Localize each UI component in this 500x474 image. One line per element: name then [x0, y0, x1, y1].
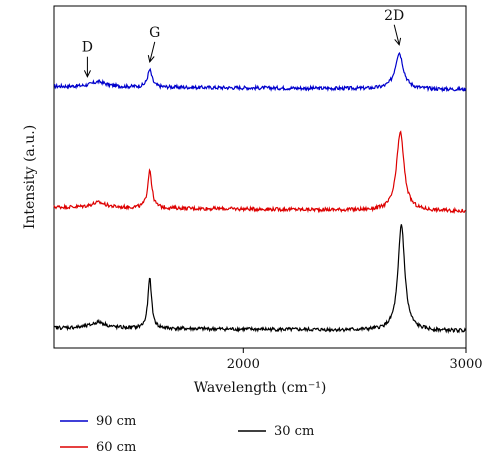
legend-label: 30 cm: [274, 424, 314, 439]
x-axis-ticks: 2000 3000: [227, 348, 483, 372]
legend-item: 60 cm: [60, 440, 136, 455]
annotation-arrow-shaft: [393, 24, 400, 45]
annotation-arrow-head: [394, 37, 402, 46]
x-axis-title: Wavelength (cm⁻¹): [194, 380, 327, 396]
x-tick-label: 3000: [449, 357, 482, 372]
plot-frame: [53, 5, 467, 349]
legend: 90 cm 60 cm 30 cm: [60, 414, 314, 455]
annotation-label: 2D: [384, 8, 404, 24]
y-axis-title: Intensity (a.u.): [22, 125, 38, 229]
annotation-label: D: [82, 40, 93, 56]
legend-item: 90 cm: [60, 414, 136, 429]
annotation-arrow-shaft: [149, 41, 156, 63]
series-line-1: [53, 51, 467, 93]
peak-annotations: D G 2D: [82, 8, 404, 78]
annotation-label: G: [149, 25, 160, 41]
legend-item: 30 cm: [238, 424, 314, 439]
annotation-arrow-head: [147, 54, 155, 64]
series-line-2: [53, 130, 466, 215]
annotation-g: G: [147, 25, 160, 64]
annotation-2d: 2D: [384, 8, 404, 46]
annotation-d: D: [82, 40, 93, 78]
series-line-3: [53, 224, 467, 334]
legend-label: 90 cm: [96, 414, 136, 429]
annotation-arrow-head: [83, 70, 91, 78]
legend-label: 60 cm: [96, 440, 136, 455]
series-layer: [53, 51, 467, 334]
x-tick-label: 2000: [227, 357, 260, 372]
